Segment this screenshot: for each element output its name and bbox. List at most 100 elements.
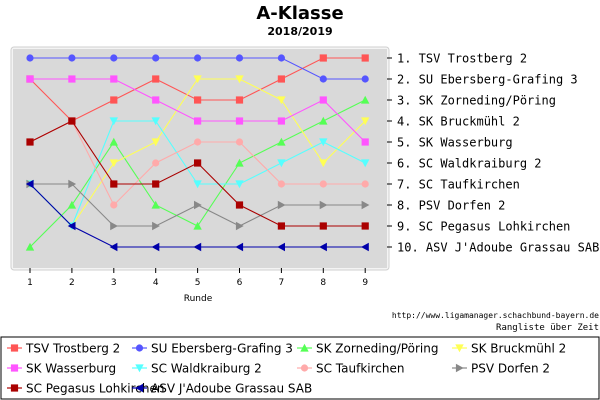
series-asv-j-adoube-grassau-sab xyxy=(25,179,369,252)
data-point xyxy=(151,242,160,252)
x-tick-label: 7 xyxy=(279,278,285,288)
legend-marker xyxy=(300,364,309,372)
data-point xyxy=(277,54,285,62)
data-point xyxy=(277,117,285,125)
x-tick-label: 4 xyxy=(153,278,159,288)
series-layer xyxy=(25,54,370,252)
data-point xyxy=(193,242,202,252)
series-sc-pegasus-lohkirchen xyxy=(26,117,369,230)
legend: TSV Trostberg 2 SU Ebersberg-Grafing 3 SK … xyxy=(7,342,566,396)
data-point xyxy=(193,180,202,189)
x-tick-label: 3 xyxy=(111,278,117,288)
plot-area xyxy=(13,49,387,268)
data-point xyxy=(152,221,160,231)
legend-label: TSV Trostberg 2 xyxy=(25,342,120,356)
legend-marker xyxy=(10,364,19,372)
data-point xyxy=(235,54,244,62)
x-tick-label: 2 xyxy=(69,278,75,288)
data-point xyxy=(277,96,286,105)
data-point xyxy=(319,138,328,147)
data-point xyxy=(361,54,369,62)
legend-label: SK Wasserburg xyxy=(26,362,116,376)
data-point xyxy=(361,222,369,230)
legend-item: TSV Trostberg 2 xyxy=(7,342,120,356)
data-point xyxy=(277,180,285,188)
ranking-label: 1. TSV Trostberg 2 xyxy=(397,52,527,66)
source-url: http://www.ligamanager.schachbund-bayern… xyxy=(392,311,599,320)
data-point xyxy=(361,180,369,188)
data-point xyxy=(319,96,327,104)
data-point xyxy=(109,117,118,126)
data-point xyxy=(319,159,328,168)
legend-item: SC Pegasus Lohkirchen xyxy=(7,382,164,396)
legend-label: SK Zorneding/Pöring xyxy=(316,342,438,356)
data-point xyxy=(235,158,244,167)
data-point xyxy=(110,96,118,104)
series-sc-taufkirchen xyxy=(26,117,369,209)
data-point xyxy=(152,96,160,104)
data-point xyxy=(67,221,76,231)
data-point xyxy=(194,117,202,125)
data-point xyxy=(235,221,244,231)
legend-label: SC Taufkirchen xyxy=(316,362,404,376)
data-point xyxy=(194,138,202,146)
x-axis-label: Runde xyxy=(184,294,213,304)
data-point xyxy=(235,117,244,125)
legend-item: SC Waldkraiburg 2 xyxy=(132,362,262,376)
data-point xyxy=(235,75,244,84)
legend-label: SC Waldkraiburg 2 xyxy=(151,362,262,376)
data-point xyxy=(235,138,244,146)
chart-title: A-Klasse xyxy=(256,3,343,24)
ranking-label: 6. SC Waldkraiburg 2 xyxy=(397,157,542,171)
data-point xyxy=(151,200,160,209)
data-point xyxy=(277,159,286,168)
series-su-ebersberg-grafing-3 xyxy=(26,54,369,83)
data-point xyxy=(277,242,285,252)
data-point xyxy=(319,75,327,83)
data-point xyxy=(26,75,34,83)
data-point xyxy=(361,117,370,126)
series-sk-wasserburg xyxy=(26,75,369,146)
data-point xyxy=(109,137,118,146)
data-point xyxy=(319,242,327,252)
data-point xyxy=(361,95,370,104)
data-point xyxy=(319,180,327,188)
data-point xyxy=(26,138,34,146)
data-point xyxy=(194,200,202,210)
data-point xyxy=(68,75,76,83)
data-point xyxy=(152,75,160,83)
legend-label: PSV Dorfen 2 xyxy=(471,362,550,376)
data-point xyxy=(361,200,370,210)
x-axis: 1 2 3 4 5 6 7 8 9 xyxy=(27,268,368,288)
y-axis xyxy=(387,57,392,248)
data-point xyxy=(109,242,118,252)
data-point xyxy=(110,75,118,83)
data-point xyxy=(193,75,202,84)
ranking-label: 7. SC Taufkirchen xyxy=(397,178,520,192)
legend-label: SU Ebersberg-Grafing 3 xyxy=(151,342,293,356)
x-tick-label: 6 xyxy=(237,278,243,288)
data-point xyxy=(194,54,202,62)
ranking-label: 2. SU Ebersberg-Grafing 3 xyxy=(397,73,578,87)
data-point xyxy=(152,180,160,188)
legend-item: ASV J'Adoube Grassau SAB xyxy=(132,382,312,396)
data-point xyxy=(68,117,76,125)
data-point xyxy=(319,116,328,125)
data-point xyxy=(235,201,244,209)
data-point xyxy=(277,137,286,146)
chart-caption: Rangliste über Zeit xyxy=(496,323,599,333)
x-tick-label: 8 xyxy=(320,278,326,288)
data-point xyxy=(26,54,34,62)
data-point xyxy=(361,138,369,146)
ranking-label: 8. PSV Dorfen 2 xyxy=(397,199,505,213)
legend-marker xyxy=(455,344,464,353)
data-point xyxy=(361,159,370,168)
legend-item: SC Taufkirchen xyxy=(297,362,404,376)
data-point xyxy=(25,242,35,251)
data-point xyxy=(67,200,77,209)
data-point xyxy=(235,242,244,252)
x-tick-label: 9 xyxy=(362,278,368,288)
data-point xyxy=(277,75,285,83)
ranking-label: 5. SK Wasserburg xyxy=(397,136,513,150)
